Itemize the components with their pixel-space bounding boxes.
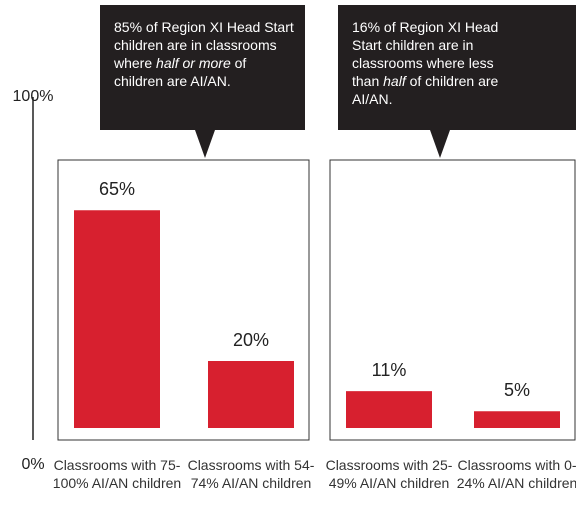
annotation-text: of children are AI/AN.	[352, 73, 499, 107]
callout	[338, 5, 576, 158]
annotation-text: 16% of Region XI Head Start children are…	[352, 19, 499, 89]
x-tick-label: Classrooms with 54-74% AI/AN children	[187, 457, 315, 491]
callout	[100, 5, 305, 158]
bar	[74, 210, 160, 428]
bar	[208, 361, 294, 428]
annotation-text: 85% of Region XI Head Start children are…	[114, 19, 294, 71]
group-box	[329, 159, 576, 441]
bar	[346, 391, 432, 428]
annotation-text: of children are AI/AN.	[114, 55, 247, 89]
x-tick-label: Classrooms with 75-100% AI/AN children	[52, 457, 182, 491]
x-tick-label: Classrooms with 0-24% AI/AN children	[456, 457, 576, 491]
group-box	[57, 159, 310, 441]
value-label: 65%	[99, 179, 135, 199]
value-label: 20%	[233, 330, 269, 350]
annotation: 16% of Region XI Head Start children are…	[352, 18, 512, 108]
annotation-text: half	[383, 73, 406, 89]
y-tick-label: 0%	[21, 456, 44, 473]
y-tick-label: 100%	[13, 88, 54, 105]
annotation-text: half or more	[156, 55, 231, 71]
annotation: 85% of Region XI Head Start children are…	[114, 18, 294, 90]
value-label: 11%	[372, 360, 407, 380]
bar	[474, 411, 560, 428]
x-tick-label: Classrooms with 25-49% AI/AN children	[325, 457, 453, 491]
value-label: 5%	[504, 380, 530, 400]
